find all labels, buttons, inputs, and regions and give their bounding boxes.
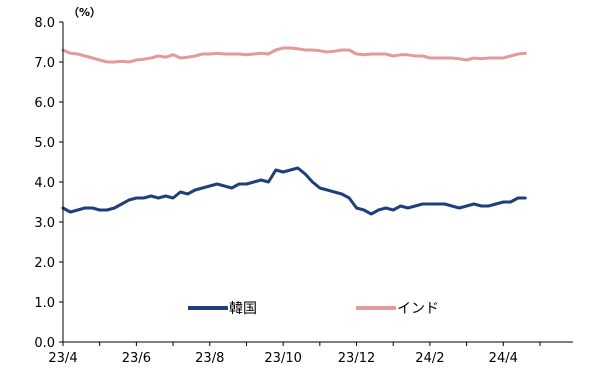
x-tick-label: 23/8 — [195, 351, 224, 366]
series-line-india — [61, 46, 527, 64]
y-axis-ticks: 0.0 1.0 2.0 3.0 4.0 5.0 6.0 7.0 8.0 — [34, 16, 63, 351]
y-tick-label: 5.0 — [34, 136, 55, 151]
legend-label-india: インド — [397, 301, 439, 317]
y-tick-label: 7.0 — [34, 56, 55, 71]
y-tick-label: 1.0 — [34, 296, 55, 311]
y-tick-label: 4.0 — [34, 176, 55, 191]
y-tick-label: 8.0 — [34, 16, 55, 31]
legend-label-korea: 韓国 — [229, 301, 257, 317]
x-tick-label: 23/6 — [122, 351, 151, 366]
y-tick-label: 0.0 — [34, 336, 55, 351]
y-tick-label: 6.0 — [34, 96, 55, 111]
x-axis-ticks: 23/4 23/6 23/8 23/10 23/12 24/2 24/4 — [48, 342, 541, 366]
x-tick-label: 23/4 — [48, 351, 77, 366]
y-tick-label: 3.0 — [34, 216, 55, 231]
y-axis-unit-label: （%） — [68, 6, 101, 19]
x-tick-label: 24/4 — [489, 351, 518, 366]
legend: 韓国 インド — [188, 301, 439, 317]
x-tick-label: 24/2 — [415, 351, 444, 366]
x-tick-label: 23/10 — [264, 351, 301, 366]
y-tick-label: 2.0 — [34, 256, 55, 271]
series-lines — [61, 46, 527, 216]
series-line-korea — [61, 166, 527, 216]
x-tick-label: 23/12 — [338, 351, 375, 366]
